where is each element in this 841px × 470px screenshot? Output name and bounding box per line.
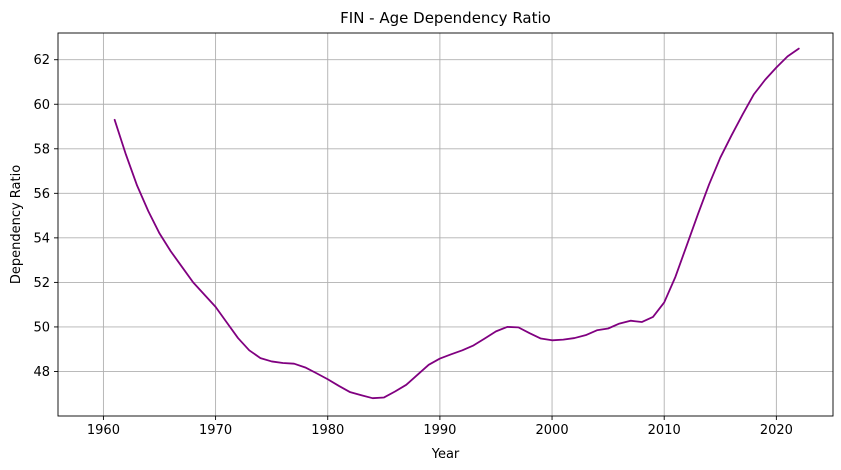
- series-line-fin: [113, 47, 800, 400]
- tick-layer: 1960 1970 1980 1990 2000 2010 2020 48 50 52 54 56 58…: [33, 53, 792, 438]
- y-tick-label: 48: [33, 365, 50, 380]
- x-tick-label: 1970: [199, 423, 232, 438]
- x-tick-label: 1960: [87, 423, 120, 438]
- y-tick-label: 58: [33, 142, 50, 157]
- x-axis-label: Year: [431, 447, 460, 462]
- x-tick-label: 1990: [423, 423, 456, 438]
- plot-frame: [57, 32, 834, 417]
- x-tick-label: 2020: [760, 423, 793, 438]
- series-layer: [113, 47, 800, 400]
- grid-layer: [58, 33, 833, 416]
- chart-title: FIN - Age Dependency Ratio: [340, 9, 551, 27]
- y-axis-label: Dependency Ratio: [9, 165, 24, 284]
- x-tick-label: 2000: [536, 423, 569, 438]
- x-tick-label: 2010: [648, 423, 681, 438]
- y-tick-label: 50: [33, 320, 50, 335]
- y-tick-label: 52: [33, 276, 50, 291]
- y-tick-label: 56: [33, 187, 50, 202]
- y-tick-label: 62: [33, 53, 50, 68]
- y-tick-label: 54: [33, 231, 50, 246]
- x-tick-label: 1980: [311, 423, 344, 438]
- y-tick-label: 60: [33, 98, 50, 113]
